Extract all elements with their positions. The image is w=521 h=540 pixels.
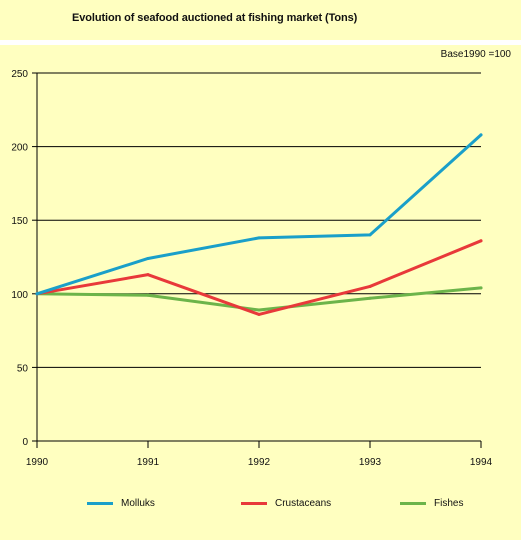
- legend-item-molluks: Molluks: [87, 498, 155, 509]
- data-point-molluks: [35, 292, 39, 296]
- data-point-fishes: [368, 296, 372, 300]
- x-tick-label: 1992: [248, 457, 271, 468]
- legend-label: Crustaceans: [275, 498, 332, 509]
- data-point-fishes: [479, 286, 483, 290]
- data-point-crustaceans: [479, 239, 483, 243]
- series-line-fishes: [35, 286, 483, 312]
- y-tick-label: 150: [11, 216, 28, 227]
- base-note: Base1990 =100: [440, 49, 511, 60]
- y-tick-label: 50: [17, 363, 29, 374]
- data-point-crustaceans: [368, 284, 372, 288]
- legend-swatch: [241, 502, 267, 505]
- data-point-crustaceans: [146, 273, 150, 277]
- title-divider: [0, 40, 521, 45]
- legend-label: Fishes: [434, 498, 464, 509]
- legend-item-crustaceans: Crustaceans: [241, 498, 331, 509]
- chart-legend: Molluks Crustaceans Fishes: [0, 498, 521, 518]
- data-point-molluks: [479, 133, 483, 137]
- y-tick-label: 200: [11, 143, 28, 154]
- series-line-crustaceans: [35, 239, 483, 316]
- legend-swatch: [87, 502, 113, 505]
- title-band: Evolution of seafood auctioned at fishin…: [0, 0, 521, 40]
- series-line-molluks: [35, 133, 483, 296]
- y-tick-label: 100: [11, 290, 28, 301]
- legend-swatch: [400, 502, 426, 505]
- y-tick-label: 250: [11, 69, 28, 80]
- chart-title: Evolution of seafood auctioned at fishin…: [72, 12, 358, 24]
- data-point-fishes: [146, 293, 150, 297]
- x-tick-label: 1990: [26, 457, 49, 468]
- y-tick-label: 0: [22, 437, 28, 448]
- legend-label: Molluks: [121, 498, 155, 509]
- legend-item-fishes: Fishes: [400, 498, 463, 509]
- data-point-molluks: [257, 236, 261, 240]
- data-point-molluks: [368, 233, 372, 237]
- x-tick-label: 1991: [137, 457, 160, 468]
- data-point-fishes: [257, 308, 261, 312]
- x-tick-label: 1994: [470, 457, 493, 468]
- data-point-crustaceans: [257, 312, 261, 316]
- data-point-molluks: [146, 256, 150, 260]
- x-tick-label: 1993: [359, 457, 382, 468]
